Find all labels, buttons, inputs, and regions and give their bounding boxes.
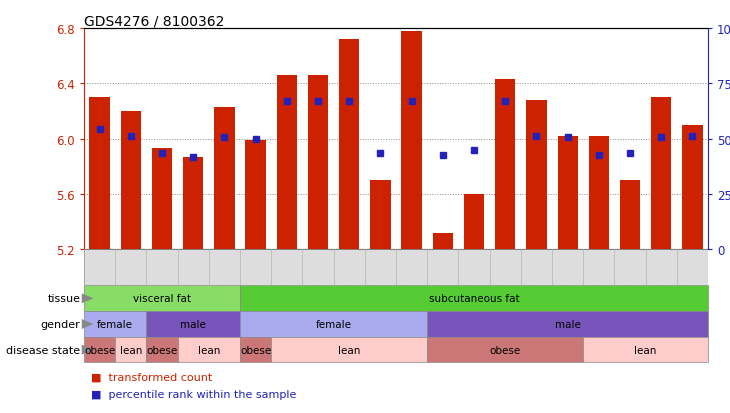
Bar [89, 98, 110, 250]
Text: GDS4276 / 8100362: GDS4276 / 8100362 [84, 14, 224, 28]
Text: obese: obese [146, 345, 177, 355]
Text: gender: gender [41, 319, 80, 329]
Bar [526, 101, 547, 250]
Text: lean: lean [198, 345, 220, 355]
Text: obese: obese [490, 345, 521, 355]
Text: lean: lean [120, 345, 142, 355]
Text: lean: lean [338, 345, 361, 355]
Text: lean: lean [634, 345, 657, 355]
Bar [402, 32, 422, 250]
Text: ■  transformed count: ■ transformed count [91, 372, 212, 382]
Bar [183, 157, 204, 250]
Text: female: female [315, 319, 352, 329]
Text: male: male [555, 319, 580, 329]
Bar [308, 76, 328, 250]
Text: male: male [180, 319, 206, 329]
Text: female: female [97, 319, 133, 329]
Bar [651, 98, 672, 250]
Text: obese: obese [84, 345, 115, 355]
Text: tissue: tissue [47, 294, 80, 304]
Bar [214, 108, 234, 250]
Bar [339, 40, 359, 250]
Bar [620, 181, 640, 250]
Bar [464, 195, 484, 250]
Bar [245, 141, 266, 250]
Text: visceral fat: visceral fat [133, 294, 191, 304]
Text: obese: obese [240, 345, 272, 355]
Bar [370, 181, 391, 250]
Bar [433, 233, 453, 250]
Text: ■  percentile rank within the sample: ■ percentile rank within the sample [91, 389, 296, 399]
Text: subcutaneous fat: subcutaneous fat [429, 294, 519, 304]
Bar [683, 126, 703, 250]
Bar [588, 137, 609, 250]
Bar [120, 112, 141, 250]
Bar [277, 76, 297, 250]
Bar [495, 80, 515, 250]
Text: disease state: disease state [6, 345, 80, 355]
Bar [152, 149, 172, 250]
Bar [558, 137, 578, 250]
